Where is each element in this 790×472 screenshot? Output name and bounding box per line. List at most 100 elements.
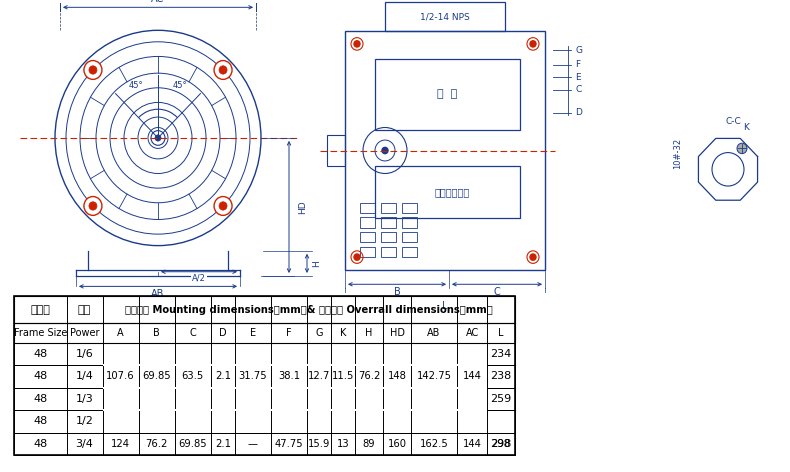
Text: 48: 48 xyxy=(33,371,47,381)
Text: 1/2: 1/2 xyxy=(76,416,93,426)
Text: C: C xyxy=(494,287,500,296)
Bar xyxy=(360,247,375,257)
Text: 142.75: 142.75 xyxy=(416,371,452,381)
Text: E: E xyxy=(575,73,581,82)
Text: 48: 48 xyxy=(33,349,47,359)
Text: 安全使用标贴: 安全使用标贴 xyxy=(435,187,470,197)
Text: 238: 238 xyxy=(491,371,512,381)
Text: 148: 148 xyxy=(388,371,406,381)
Text: C: C xyxy=(190,328,196,338)
Bar xyxy=(14,365,515,388)
Text: 76.2: 76.2 xyxy=(145,439,167,449)
Text: 89: 89 xyxy=(363,439,375,449)
Bar xyxy=(402,203,417,213)
Bar xyxy=(402,232,417,243)
Circle shape xyxy=(737,143,747,153)
Text: 12.7: 12.7 xyxy=(308,371,330,381)
Text: Power: Power xyxy=(70,328,100,338)
Text: 安装尺寸 Mounting dimensions（mm）& 外形尺寸 Overrall dimensions（mm）: 安装尺寸 Mounting dimensions（mm）& 外形尺寸 Overr… xyxy=(125,305,493,315)
Bar xyxy=(375,166,520,219)
Circle shape xyxy=(354,41,360,47)
Bar xyxy=(14,410,515,432)
Text: C-C: C-C xyxy=(725,117,741,126)
Bar xyxy=(103,364,487,366)
Text: 47.75: 47.75 xyxy=(275,439,303,449)
Text: 162.5: 162.5 xyxy=(419,439,449,449)
Text: 31.75: 31.75 xyxy=(239,371,267,381)
Bar xyxy=(14,388,515,410)
Text: 69.85: 69.85 xyxy=(179,439,207,449)
Bar xyxy=(385,2,505,31)
Text: A/2: A/2 xyxy=(192,273,206,283)
Bar xyxy=(375,59,520,130)
Bar xyxy=(14,343,515,365)
Bar xyxy=(14,296,515,455)
Text: 2.1: 2.1 xyxy=(215,439,231,449)
Text: B: B xyxy=(393,287,401,296)
Bar xyxy=(381,247,396,257)
Text: 234: 234 xyxy=(491,349,512,359)
Text: 259: 259 xyxy=(491,394,512,404)
Circle shape xyxy=(219,202,227,210)
Text: H: H xyxy=(365,328,373,338)
Bar xyxy=(14,323,515,343)
Circle shape xyxy=(354,254,360,260)
Bar xyxy=(360,218,375,228)
Circle shape xyxy=(151,131,165,145)
Bar xyxy=(103,409,487,411)
Bar xyxy=(381,218,396,228)
Text: Frame Size: Frame Size xyxy=(14,328,67,338)
Circle shape xyxy=(382,147,388,154)
Text: G: G xyxy=(575,46,582,55)
Bar xyxy=(360,232,375,243)
Text: L: L xyxy=(498,328,504,338)
Bar xyxy=(103,387,487,388)
Text: A: A xyxy=(118,328,124,338)
Text: 2.1: 2.1 xyxy=(215,371,231,381)
Bar xyxy=(327,135,345,166)
Text: H: H xyxy=(313,260,322,267)
Circle shape xyxy=(214,60,232,79)
Text: L: L xyxy=(442,301,448,311)
Text: AB: AB xyxy=(427,328,441,338)
Circle shape xyxy=(84,196,102,215)
Bar xyxy=(360,203,375,213)
Text: AB: AB xyxy=(152,289,164,299)
Text: D: D xyxy=(219,328,227,338)
Text: 1/2-14 NPS: 1/2-14 NPS xyxy=(420,12,470,21)
Bar xyxy=(402,218,417,228)
Text: 13: 13 xyxy=(337,439,349,449)
Text: 63.5: 63.5 xyxy=(182,371,204,381)
Text: 1/6: 1/6 xyxy=(76,349,93,359)
Text: E: E xyxy=(250,328,256,338)
Bar xyxy=(345,31,545,270)
Circle shape xyxy=(219,66,227,74)
Text: 48: 48 xyxy=(33,416,47,426)
Text: C: C xyxy=(575,85,581,94)
Bar xyxy=(14,432,515,455)
Text: 298: 298 xyxy=(491,439,510,449)
Circle shape xyxy=(89,66,97,74)
Text: B: B xyxy=(153,328,160,338)
Text: 48: 48 xyxy=(33,439,47,449)
Text: AC: AC xyxy=(465,328,479,338)
Text: 144: 144 xyxy=(463,371,482,381)
Text: 69.85: 69.85 xyxy=(142,371,171,381)
Text: 机座号: 机座号 xyxy=(31,305,51,315)
Circle shape xyxy=(214,196,232,215)
Text: 10#-32: 10#-32 xyxy=(674,138,683,169)
Text: 15.9: 15.9 xyxy=(308,439,330,449)
Bar xyxy=(402,247,417,257)
Text: 144: 144 xyxy=(463,439,482,449)
Text: F: F xyxy=(286,328,292,338)
Text: 48: 48 xyxy=(33,394,47,404)
Text: 1/3: 1/3 xyxy=(76,394,93,404)
Text: K: K xyxy=(340,328,346,338)
Text: 3/4: 3/4 xyxy=(76,439,93,449)
Text: 298: 298 xyxy=(491,439,512,449)
Circle shape xyxy=(530,254,536,260)
Text: 1/4: 1/4 xyxy=(76,371,93,381)
Text: 11.5: 11.5 xyxy=(332,371,354,381)
Bar xyxy=(14,296,515,323)
Text: 功率: 功率 xyxy=(78,305,91,315)
